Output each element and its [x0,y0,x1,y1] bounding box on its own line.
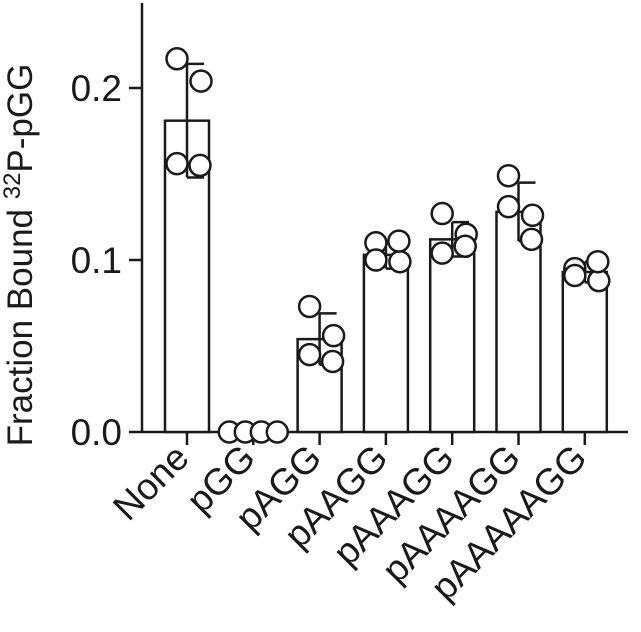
data-point [430,241,454,265]
data-point [297,342,322,367]
bar-paagg [362,253,410,434]
y-tick-label: 0.1 [71,240,122,281]
data-point [387,229,411,253]
data-point [165,151,189,176]
bar-paaaaagg [561,270,609,434]
data-point [265,420,290,444]
data-point [165,47,189,71]
data-point [364,248,388,272]
data-point [586,249,610,274]
data-point [188,153,212,178]
data-point [520,203,545,228]
y-axis-label-superscript: 32 [0,173,26,200]
y-tick-label: 0.0 [71,412,122,453]
bar-paaagg [428,238,476,434]
data-point [563,263,587,288]
svg-text:Fraction Bound 32P-pGG: Fraction Bound 32P-pGG [0,64,40,447]
data-point [496,163,521,188]
bars-group [163,62,609,434]
data-point [189,69,213,93]
data-point [388,249,412,274]
y-axis-label-suffix: P-pGG [1,64,40,173]
y-axis-label-prefix: Fraction Bound [1,199,40,446]
data-point [453,234,477,258]
data-point [321,323,346,348]
y-tick-label: 0.2 [71,68,122,109]
points-group [165,47,611,444]
data-point [430,201,454,226]
data-point [320,349,345,374]
data-point [496,194,521,219]
y-axis-label: Fraction Bound 32P-pGG [0,64,40,447]
data-point [519,227,544,252]
labels-group: 0.00.10.2NonepGGpAGGpAAGGpAAAGGpAAAAGGpA… [71,68,595,608]
data-point [297,294,322,319]
